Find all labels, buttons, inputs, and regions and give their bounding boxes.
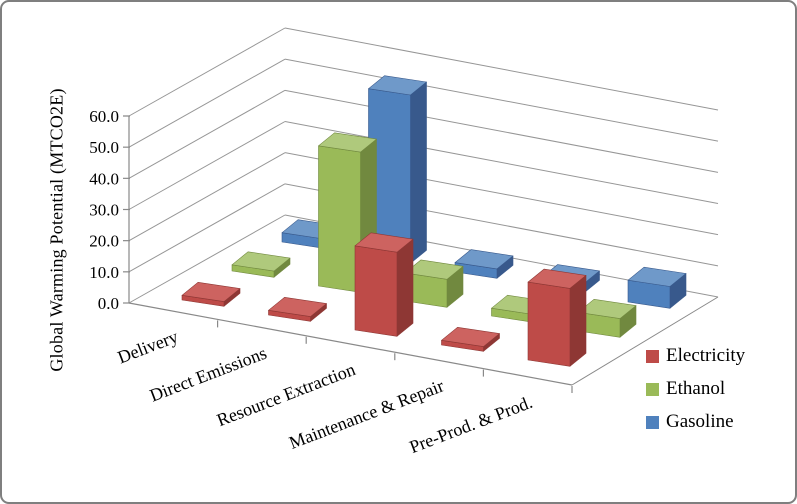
bar-front-Electricity-4 bbox=[527, 281, 571, 367]
legend-swatch-ethanol-icon bbox=[646, 382, 659, 396]
bar-top-Gasoline-2 bbox=[454, 249, 514, 270]
legend-item-ethanol: Ethanol bbox=[646, 379, 745, 399]
bar-side-Gasoline-1 bbox=[410, 81, 427, 264]
gridline-left-wall bbox=[128, 27, 286, 117]
gridline-left-wall bbox=[128, 89, 286, 179]
legend: Electricity Ethanol Gasoline bbox=[646, 346, 745, 432]
gridline-left-wall bbox=[128, 183, 286, 273]
bar-top-Electricity-1 bbox=[268, 296, 327, 317]
bar-top-Electricity-3 bbox=[441, 326, 500, 347]
legend-swatch-gasoline-icon bbox=[646, 415, 659, 429]
gridline-left-wall bbox=[128, 121, 286, 210]
bar-front-Electricity-2 bbox=[354, 245, 398, 337]
gridline-back-wall bbox=[284, 58, 719, 142]
bar-top-Gasoline-4 bbox=[627, 266, 687, 287]
y-tick-label: 0.0 bbox=[98, 294, 119, 313]
legend-label-gasoline: Gasoline bbox=[666, 411, 734, 432]
y-tick-label: 10.0 bbox=[89, 263, 119, 282]
bar-top-Ethanol-0 bbox=[231, 251, 291, 272]
bar-front-Ethanol-1 bbox=[318, 145, 361, 293]
gridline-left-wall bbox=[128, 58, 286, 148]
bar-top-Gasoline-1 bbox=[368, 75, 427, 96]
legend-item-gasoline: Gasoline bbox=[646, 412, 745, 432]
category-label: Delivery bbox=[115, 326, 181, 367]
gridline-left-wall bbox=[128, 214, 286, 304]
legend-label-electricity: Electricity bbox=[666, 345, 746, 366]
category-axis-line bbox=[128, 302, 573, 386]
gridline-left-wall bbox=[128, 152, 286, 242]
bar-top-Ethanol-2 bbox=[404, 259, 464, 280]
legend-label-ethanol: Ethanol bbox=[666, 378, 726, 399]
bar-top-Electricity-2 bbox=[354, 232, 414, 253]
gridline-back-wall bbox=[284, 89, 719, 173]
floor-right-edge bbox=[571, 296, 719, 386]
bar-top-Ethanol-1 bbox=[318, 132, 377, 153]
bar-top-Ethanol-4 bbox=[577, 298, 637, 319]
y-tick-label: 60.0 bbox=[89, 107, 119, 126]
bar-top-Electricity-4 bbox=[527, 268, 587, 289]
bar-side-Electricity-4 bbox=[569, 275, 587, 367]
y-tick-label: 30.0 bbox=[89, 201, 119, 220]
y-tick-label: 40.0 bbox=[89, 169, 119, 188]
bar-side-Electricity-2 bbox=[396, 238, 414, 337]
gridline-back-wall bbox=[284, 27, 719, 111]
y-tick-label: 20.0 bbox=[89, 232, 119, 251]
legend-item-electricity: Electricity bbox=[646, 346, 745, 366]
y-tick-label: 50.0 bbox=[89, 138, 119, 157]
gridline-back-wall bbox=[284, 121, 719, 204]
y-axis-title: Global Warming Potential (MTCO2E) bbox=[46, 88, 67, 372]
bar-top-Electricity-0 bbox=[181, 281, 241, 302]
legend-swatch-electricity-icon bbox=[646, 349, 659, 363]
category-label: Direct Emissions bbox=[147, 343, 269, 406]
